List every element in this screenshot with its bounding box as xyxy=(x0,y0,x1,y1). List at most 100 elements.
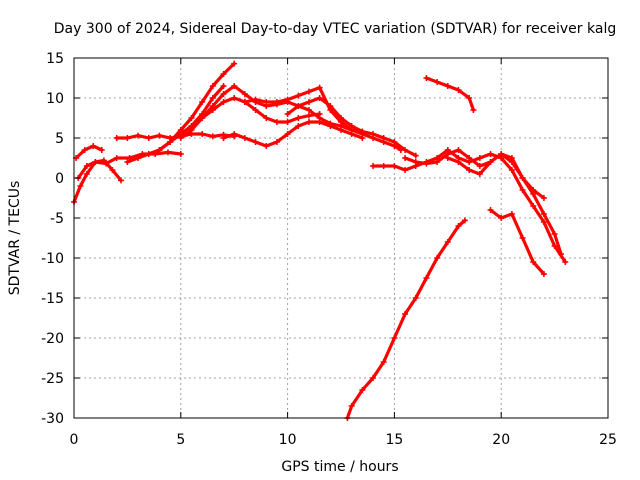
data-point xyxy=(412,295,419,301)
data-point xyxy=(220,99,227,105)
x-tick-label: 0 xyxy=(70,432,79,448)
data-point xyxy=(487,151,494,157)
data-point xyxy=(540,211,547,217)
data-point xyxy=(444,83,451,89)
data-point xyxy=(540,195,547,201)
data-point xyxy=(423,75,430,81)
data-point xyxy=(273,99,280,105)
y-axis-label: SDTVAR / TECUs xyxy=(7,181,23,296)
y-tick-label: 0 xyxy=(55,171,64,187)
data-point xyxy=(145,151,152,157)
data-point xyxy=(295,123,302,129)
data-point xyxy=(252,96,259,103)
data-point xyxy=(83,163,90,169)
data-point xyxy=(348,403,355,409)
x-tick-label: 25 xyxy=(599,432,617,448)
data-point xyxy=(423,275,430,281)
data-point xyxy=(305,107,312,113)
data-point xyxy=(220,135,227,141)
data-point xyxy=(199,99,206,105)
data-point xyxy=(284,111,291,117)
data-point xyxy=(466,167,473,173)
data-point xyxy=(220,71,227,77)
data-point xyxy=(412,152,419,159)
data-point xyxy=(188,127,195,133)
data-point xyxy=(461,217,468,224)
data-point xyxy=(305,88,312,95)
data-point xyxy=(508,167,515,173)
x-tick-label: 5 xyxy=(176,432,185,448)
data-point xyxy=(487,159,494,165)
y-tick-label: -15 xyxy=(41,291,64,307)
data-point xyxy=(402,155,409,161)
data-point xyxy=(241,135,248,141)
x-tick-label: 15 xyxy=(385,432,403,448)
data-point xyxy=(412,159,419,165)
data-point xyxy=(391,139,398,145)
data-point xyxy=(316,119,323,125)
data-point xyxy=(476,171,483,177)
data-point xyxy=(295,92,302,99)
data-point xyxy=(370,163,377,169)
data-point xyxy=(252,107,259,113)
y-tick-label: -30 xyxy=(41,411,64,427)
data-point xyxy=(476,155,483,161)
data-point xyxy=(92,159,99,165)
y-tick-label: -20 xyxy=(41,331,64,347)
y-tick-label: 15 xyxy=(46,51,64,67)
data-point xyxy=(327,123,334,129)
data-point xyxy=(466,155,473,161)
data-point xyxy=(124,159,131,165)
data-point xyxy=(359,128,366,135)
y-tick-label: 5 xyxy=(55,131,64,147)
data-point xyxy=(164,149,171,156)
data-point xyxy=(530,203,537,209)
data-point xyxy=(156,132,163,139)
data-point xyxy=(135,155,142,161)
data-point xyxy=(551,231,558,237)
data-point xyxy=(380,359,387,365)
data-point xyxy=(90,143,97,149)
chart-title: Day 300 of 2024, Sidereal Day-to-day VTE… xyxy=(54,21,616,37)
data-point xyxy=(402,311,409,317)
data-point xyxy=(455,159,462,165)
data-point xyxy=(327,103,334,109)
data-point xyxy=(487,207,494,213)
data-point xyxy=(231,95,238,101)
data-point xyxy=(117,177,124,184)
data-point xyxy=(402,147,409,153)
data-point xyxy=(263,99,270,105)
y-tick-label: 10 xyxy=(46,91,64,107)
data-point xyxy=(476,163,483,169)
data-point xyxy=(113,155,120,161)
data-point xyxy=(444,155,451,161)
data-point xyxy=(519,187,526,193)
series-arc-17 xyxy=(345,218,467,420)
data-point xyxy=(113,135,120,141)
data-point xyxy=(316,84,323,91)
series-arc-2 xyxy=(74,144,104,160)
data-point xyxy=(199,115,206,121)
data-point xyxy=(109,167,116,173)
data-point xyxy=(305,112,312,119)
data-point xyxy=(199,131,206,137)
data-point xyxy=(498,215,505,221)
data-point xyxy=(295,115,302,121)
data-point xyxy=(252,139,259,145)
data-point xyxy=(434,255,441,261)
data-point xyxy=(209,95,216,101)
series-arc-10 xyxy=(243,85,403,152)
data-point xyxy=(305,119,312,125)
series-layer xyxy=(71,60,569,421)
y-tick-label: -5 xyxy=(50,211,64,227)
y-tick-label: -10 xyxy=(41,251,64,267)
data-point xyxy=(455,87,462,93)
series-arc-1 xyxy=(72,158,123,204)
data-point xyxy=(455,147,462,153)
data-point xyxy=(338,127,344,133)
data-point xyxy=(209,103,216,109)
data-point xyxy=(316,95,323,101)
data-point xyxy=(263,143,270,149)
data-point xyxy=(295,103,302,109)
